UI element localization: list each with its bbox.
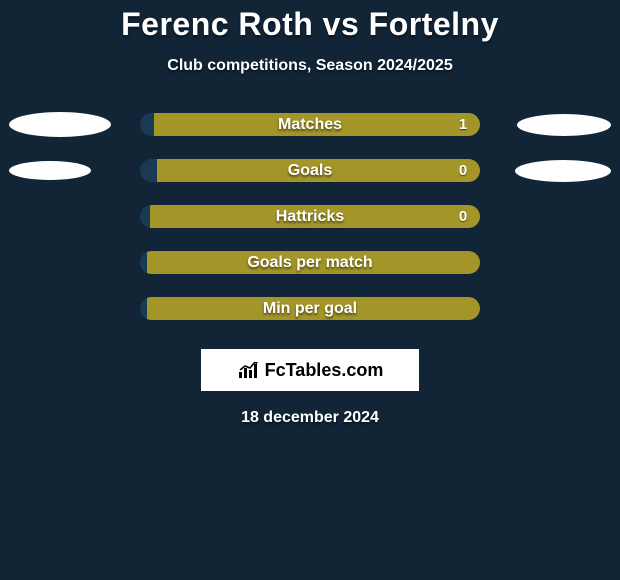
- bar-left: [140, 297, 147, 320]
- page-title: Ferenc Roth vs Fortelny: [0, 0, 620, 43]
- chart-icon: [237, 360, 261, 380]
- bar-track: [140, 251, 480, 274]
- metric-row: 0Goals: [0, 159, 620, 205]
- subtitle: Club competitions, Season 2024/2025: [0, 57, 620, 75]
- metric-row: Min per goal: [0, 297, 620, 343]
- brand-box[interactable]: FcTables.com: [201, 349, 419, 391]
- value-right: 0: [452, 205, 474, 228]
- value-right: 0: [452, 159, 474, 182]
- bar-right: [157, 159, 480, 182]
- bar-track: [140, 205, 480, 228]
- player-right-marker: [515, 160, 611, 182]
- brand-label: FcTables.com: [265, 360, 384, 381]
- bar-right: [150, 205, 480, 228]
- bar-right: [154, 113, 480, 136]
- metric-row: 1Matches: [0, 113, 620, 159]
- bar-left: [140, 205, 150, 228]
- player-left-marker: [9, 112, 111, 137]
- bar-track: [140, 159, 480, 182]
- metric-row: Goals per match: [0, 251, 620, 297]
- bar-left: [140, 113, 154, 136]
- bar-left: [140, 159, 157, 182]
- bar-track: [140, 113, 480, 136]
- date-line: 18 december 2024: [0, 409, 620, 427]
- bar-left: [140, 251, 147, 274]
- player-right-marker: [517, 114, 611, 136]
- bar-track: [140, 297, 480, 320]
- bar-right: [147, 251, 480, 274]
- player-left-marker: [9, 161, 91, 180]
- metrics-container: 1Matches0Goals0HattricksGoals per matchM…: [0, 113, 620, 343]
- bar-right: [147, 297, 480, 320]
- value-right: 1: [452, 113, 474, 136]
- metric-row: 0Hattricks: [0, 205, 620, 251]
